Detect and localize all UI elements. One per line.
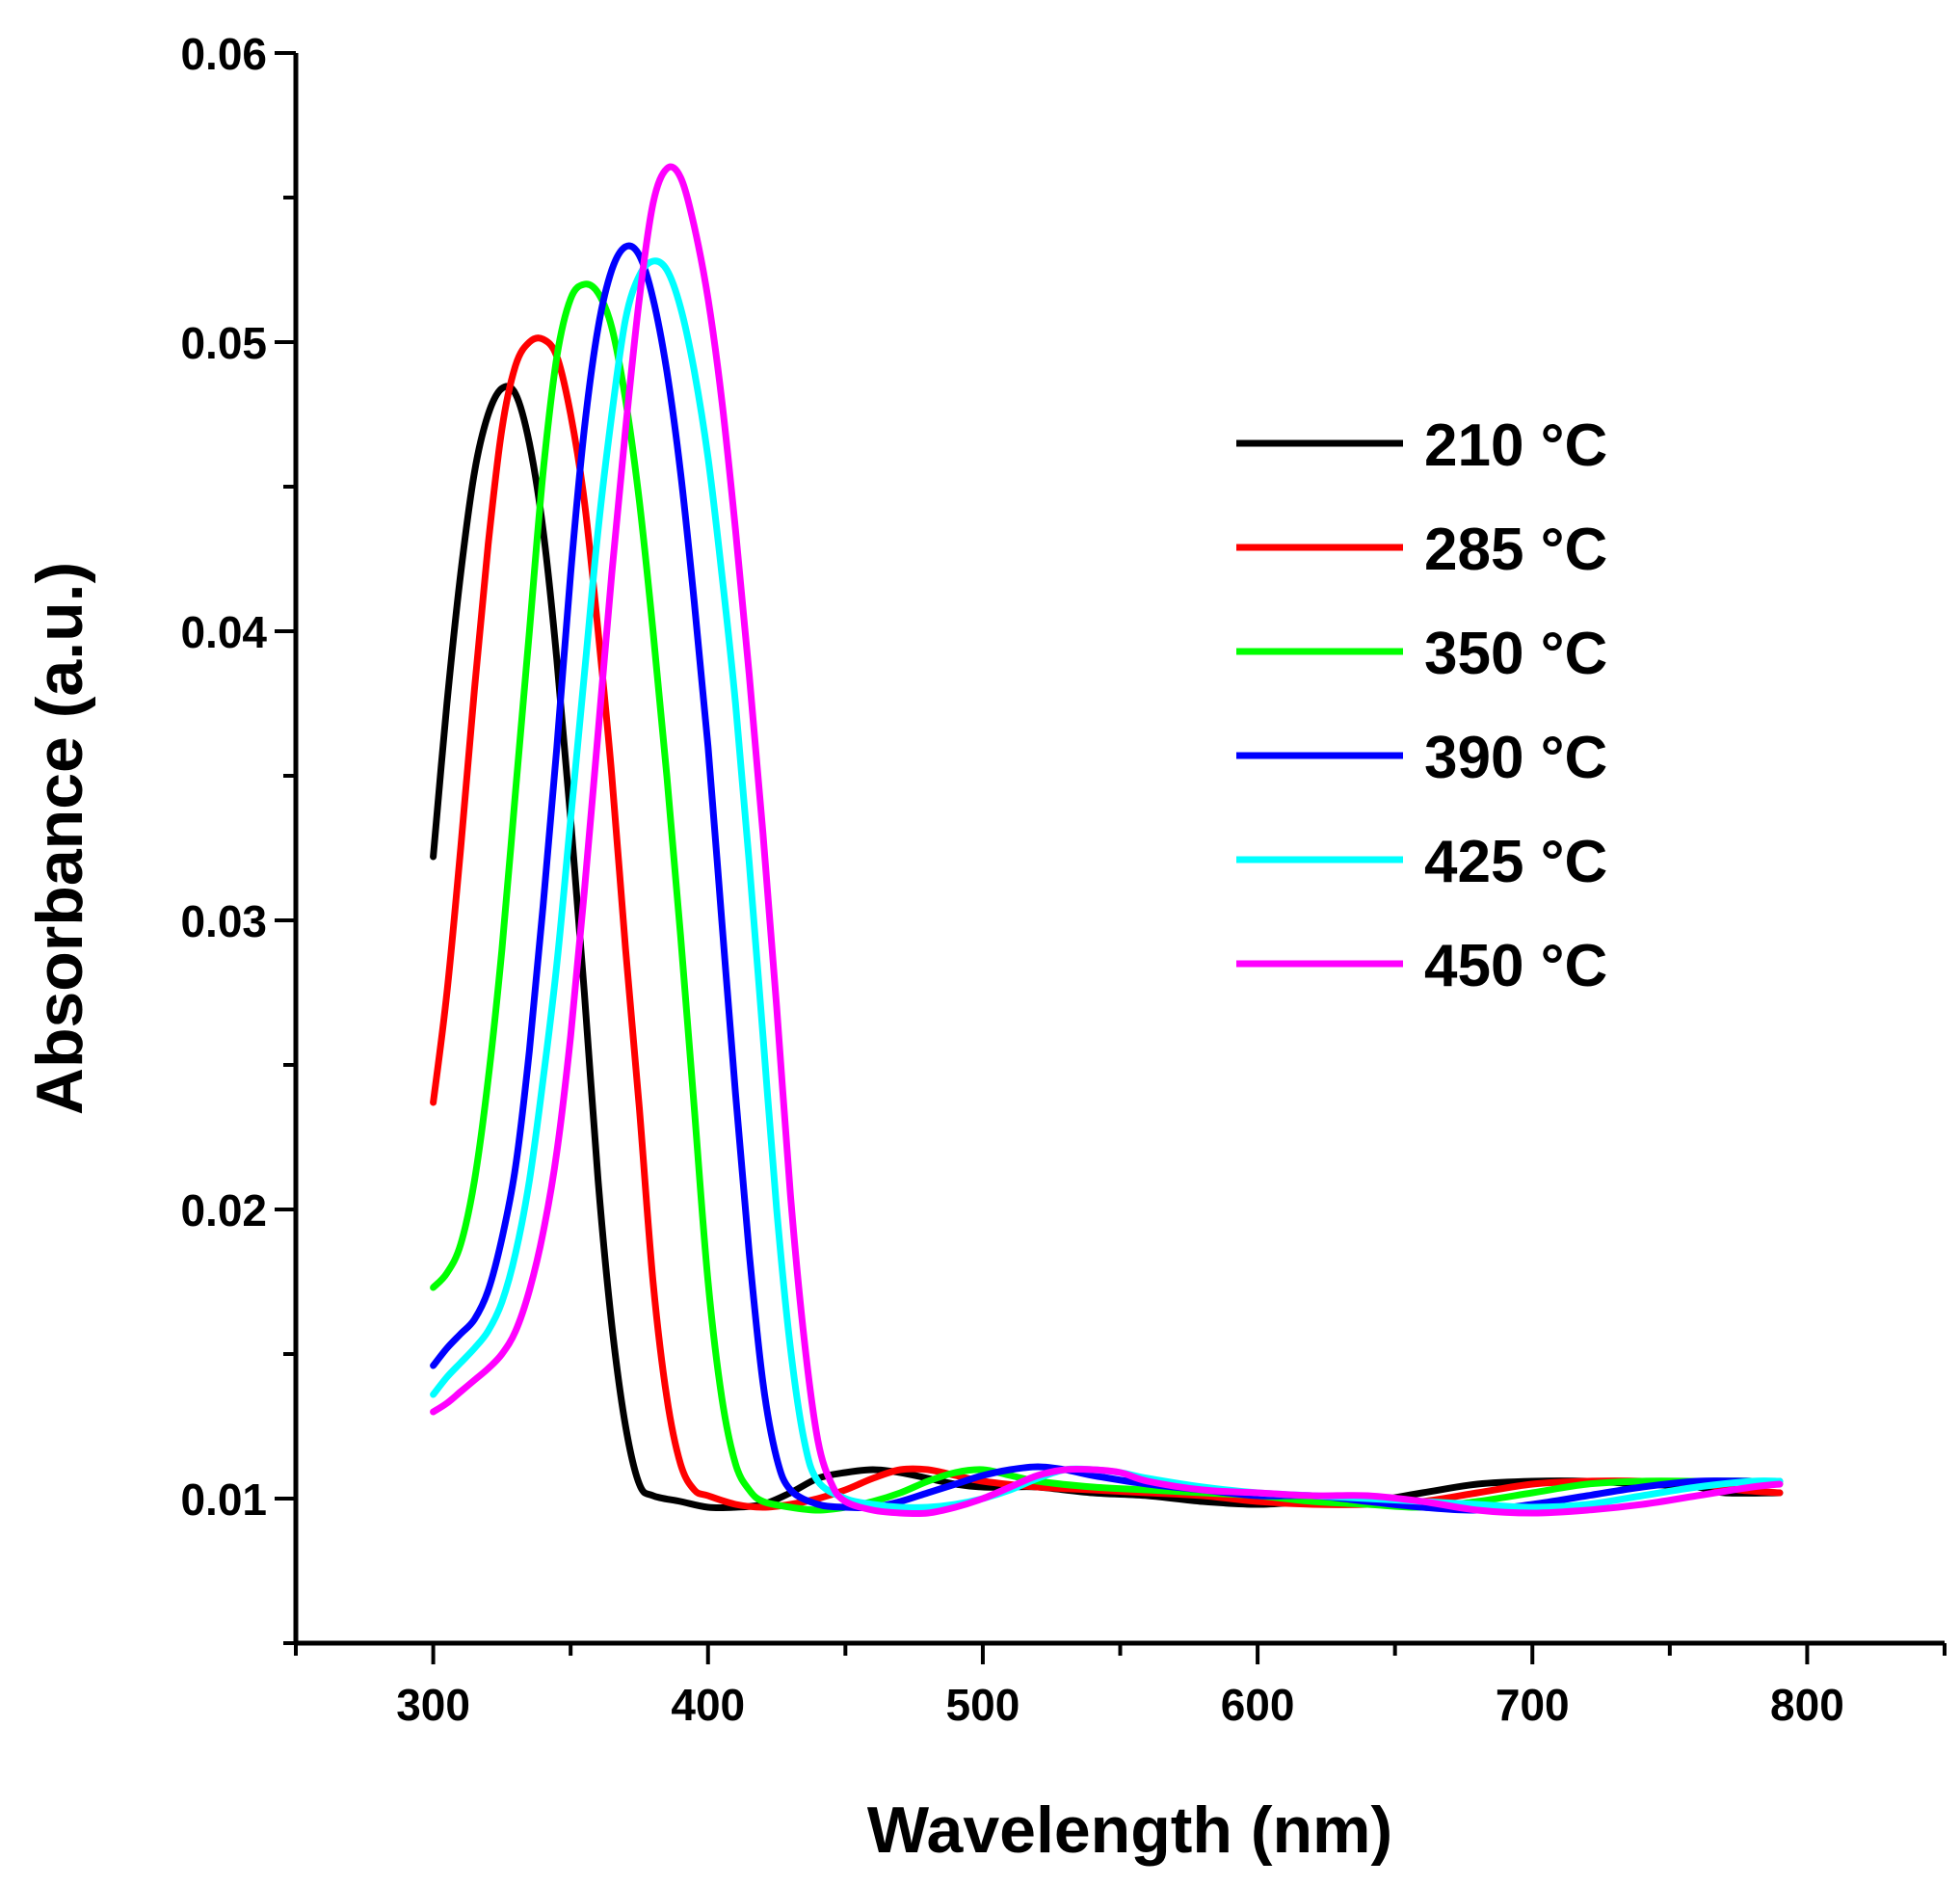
x-axis-title: Wavelength (nm) [867, 1793, 1392, 1867]
y-axis-title: Absorbance (a.u.) [23, 562, 96, 1115]
series-line-285c [430, 334, 1784, 1511]
legend-label: 350 °C [1424, 621, 1607, 687]
x-tick-label: 400 [671, 1680, 745, 1730]
y-tick-label: 0.03 [180, 896, 267, 946]
y-tick-label: 0.02 [180, 1185, 267, 1235]
y-tick-label: 0.04 [180, 607, 267, 657]
plot-lines [430, 163, 1784, 1518]
y-tick-label: 0.01 [180, 1474, 267, 1525]
legend-label: 425 °C [1424, 829, 1607, 895]
legend-item-390c: 390 °C [1236, 725, 1607, 791]
legend: 210 °C 285 °C 350 °C 390 °C 425 °C 450 °C [1236, 412, 1607, 999]
legend-item-450c: 450 °C [1236, 933, 1607, 999]
axes [293, 53, 1945, 1646]
y-tick-label: 0.06 [180, 29, 267, 79]
y-tick-label: 0.05 [180, 318, 267, 368]
legend-item-425c: 425 °C [1236, 829, 1607, 895]
x-tick-label: 300 [396, 1680, 470, 1730]
series-line-350c [430, 280, 1784, 1514]
legend-label: 210 °C [1424, 412, 1607, 479]
y-ticks: 0.01 0.02 0.03 0.04 0.05 0.06 [180, 29, 296, 1645]
legend-item-210c: 210 °C [1236, 412, 1607, 479]
x-tick-label: 500 [946, 1680, 1020, 1730]
legend-label: 390 °C [1424, 725, 1607, 791]
x-tick-label: 600 [1221, 1680, 1295, 1730]
series-line-450c [430, 163, 1784, 1518]
x-tick-label: 800 [1770, 1680, 1844, 1730]
x-ticks: 300 400 500 600 700 800 [294, 1643, 1947, 1730]
legend-item-350c: 350 °C [1236, 621, 1607, 687]
legend-item-285c: 285 °C [1236, 517, 1607, 583]
legend-label: 450 °C [1424, 933, 1607, 999]
legend-label: 285 °C [1424, 517, 1607, 583]
x-tick-label: 700 [1496, 1680, 1570, 1730]
